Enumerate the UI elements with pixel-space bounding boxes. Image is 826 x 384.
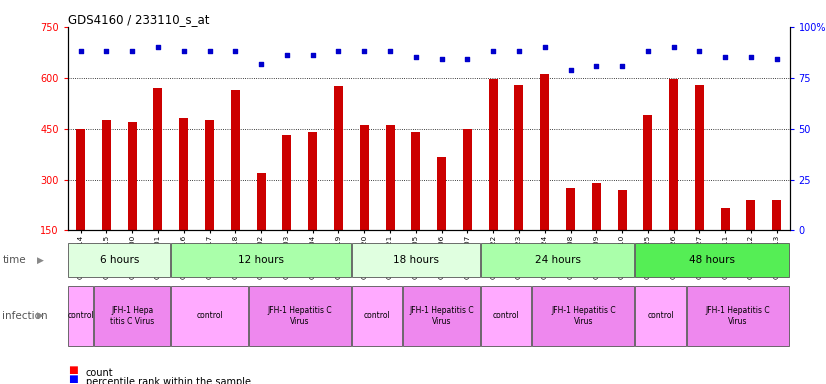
Bar bbox=[257, 173, 266, 230]
Point bbox=[564, 66, 577, 73]
Bar bbox=[69, 243, 170, 277]
Point bbox=[770, 56, 783, 63]
Bar bbox=[102, 120, 111, 230]
Point bbox=[229, 48, 242, 55]
Point bbox=[383, 48, 396, 55]
Bar bbox=[540, 74, 549, 230]
Bar bbox=[230, 89, 240, 230]
Bar bbox=[352, 243, 480, 277]
Bar bbox=[334, 86, 343, 230]
Point bbox=[615, 63, 629, 69]
Point bbox=[74, 48, 88, 55]
Text: control: control bbox=[196, 311, 223, 320]
Text: control: control bbox=[492, 311, 520, 320]
Point bbox=[487, 48, 500, 55]
Text: 18 hours: 18 hours bbox=[393, 255, 439, 265]
Bar bbox=[76, 129, 85, 230]
Point bbox=[177, 48, 190, 55]
Point bbox=[744, 55, 757, 61]
Text: 24 hours: 24 hours bbox=[534, 255, 581, 265]
Point bbox=[693, 48, 706, 55]
Bar bbox=[308, 132, 317, 230]
Bar bbox=[669, 79, 678, 230]
Bar bbox=[532, 286, 634, 346]
Bar bbox=[481, 286, 531, 346]
Text: 12 hours: 12 hours bbox=[238, 255, 284, 265]
Text: 48 hours: 48 hours bbox=[690, 255, 735, 265]
Bar bbox=[352, 286, 402, 346]
Bar bbox=[721, 209, 729, 230]
Point bbox=[100, 48, 113, 55]
Point bbox=[151, 44, 164, 50]
Bar bbox=[179, 118, 188, 230]
Bar bbox=[69, 286, 93, 346]
Point bbox=[512, 48, 525, 55]
Point bbox=[667, 44, 681, 50]
Bar bbox=[515, 84, 524, 230]
Text: control: control bbox=[67, 311, 94, 320]
Bar bbox=[566, 188, 575, 230]
Bar bbox=[249, 286, 351, 346]
Bar bbox=[591, 183, 601, 230]
Point bbox=[306, 52, 320, 58]
Bar bbox=[489, 79, 497, 230]
Point bbox=[254, 60, 268, 66]
Point bbox=[358, 48, 371, 55]
Point bbox=[280, 52, 293, 58]
Bar bbox=[772, 200, 781, 230]
Bar bbox=[171, 243, 351, 277]
Bar bbox=[128, 122, 136, 230]
Bar bbox=[360, 125, 368, 230]
Bar bbox=[643, 115, 653, 230]
Text: ■: ■ bbox=[68, 365, 78, 375]
Bar bbox=[154, 88, 163, 230]
Bar bbox=[403, 286, 480, 346]
Bar bbox=[635, 286, 686, 346]
Text: control: control bbox=[363, 311, 391, 320]
Text: count: count bbox=[86, 368, 113, 378]
Text: percentile rank within the sample: percentile rank within the sample bbox=[86, 377, 251, 384]
Point bbox=[641, 48, 654, 55]
Text: GDS4160 / 233110_s_at: GDS4160 / 233110_s_at bbox=[68, 13, 209, 26]
Text: ▶: ▶ bbox=[37, 256, 44, 265]
Bar bbox=[437, 157, 446, 230]
Point bbox=[538, 44, 551, 50]
Text: time: time bbox=[2, 255, 26, 265]
Bar bbox=[94, 286, 170, 346]
Bar bbox=[695, 84, 704, 230]
Point bbox=[332, 48, 345, 55]
Text: ■: ■ bbox=[68, 374, 78, 384]
Bar bbox=[481, 243, 634, 277]
Text: JFH-1 Hepatitis C
Virus: JFH-1 Hepatitis C Virus bbox=[409, 306, 474, 326]
Text: 6 hours: 6 hours bbox=[100, 255, 139, 265]
Point bbox=[435, 56, 449, 63]
Bar bbox=[635, 243, 789, 277]
Text: control: control bbox=[648, 311, 674, 320]
Point bbox=[719, 55, 732, 61]
Bar bbox=[171, 286, 248, 346]
Bar bbox=[282, 136, 292, 230]
Point bbox=[590, 63, 603, 69]
Text: JFH-1 Hepatitis C
Virus: JFH-1 Hepatitis C Virus bbox=[705, 306, 771, 326]
Bar bbox=[618, 190, 627, 230]
Text: JFH-1 Hepa
titis C Virus: JFH-1 Hepa titis C Virus bbox=[110, 306, 154, 326]
Point bbox=[461, 56, 474, 63]
Text: JFH-1 Hepatitis C
Virus: JFH-1 Hepatitis C Virus bbox=[268, 306, 332, 326]
Bar bbox=[747, 200, 756, 230]
Bar bbox=[687, 286, 789, 346]
Bar bbox=[411, 132, 420, 230]
Point bbox=[203, 48, 216, 55]
Text: ▶: ▶ bbox=[37, 311, 44, 320]
Point bbox=[126, 48, 139, 55]
Bar bbox=[463, 129, 472, 230]
Text: JFH-1 Hepatitis C
Virus: JFH-1 Hepatitis C Virus bbox=[551, 306, 615, 326]
Text: infection: infection bbox=[2, 311, 48, 321]
Bar bbox=[386, 125, 395, 230]
Point bbox=[409, 55, 422, 61]
Bar bbox=[205, 120, 214, 230]
